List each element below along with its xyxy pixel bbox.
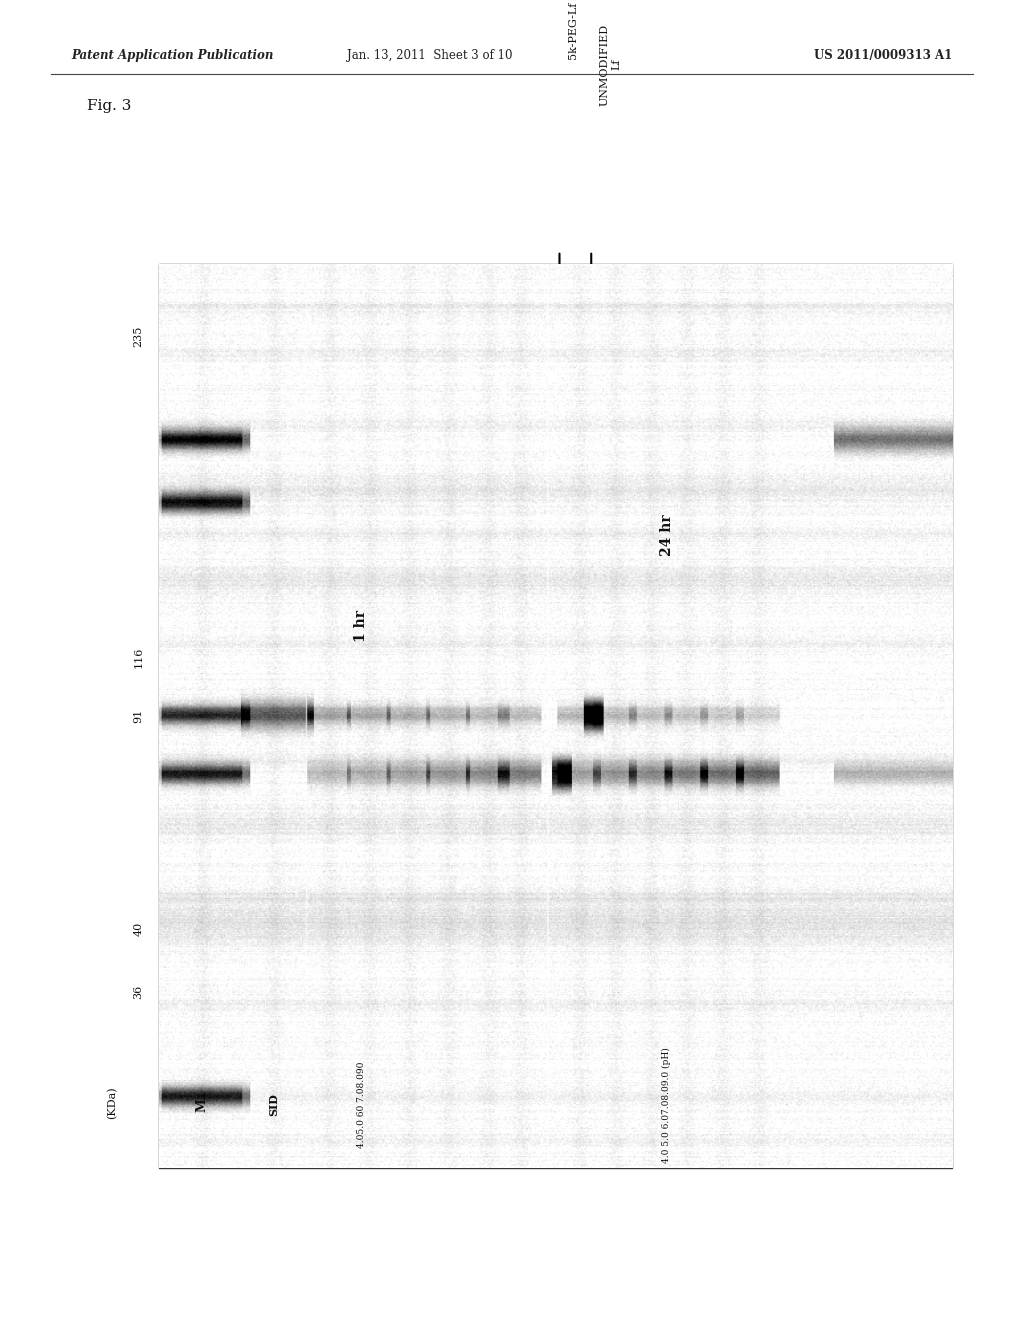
Text: SID: SID [268, 1093, 280, 1117]
Text: M: M [196, 1098, 209, 1111]
Text: UNMODIFIED
Lf: UNMODIFIED Lf [599, 24, 621, 106]
Text: 1 hr: 1 hr [354, 610, 368, 642]
Text: Fig. 3: Fig. 3 [87, 99, 131, 112]
Text: 40: 40 [133, 921, 143, 936]
Text: Jan. 13, 2011  Sheet 3 of 10: Jan. 13, 2011 Sheet 3 of 10 [347, 49, 513, 62]
Text: 36: 36 [133, 985, 143, 999]
Text: 24 hr: 24 hr [659, 515, 674, 556]
Text: (KDa): (KDa) [108, 1086, 118, 1118]
Text: 4.05.0 60 7.08.090: 4.05.0 60 7.08.090 [356, 1061, 366, 1148]
Text: 235: 235 [133, 326, 143, 347]
Text: 116: 116 [133, 647, 143, 668]
Text: US 2011/0009313 A1: US 2011/0009313 A1 [814, 49, 952, 62]
Text: 5k-PEG-Lf: 5k-PEG-Lf [567, 3, 578, 59]
Text: Patent Application Publication: Patent Application Publication [72, 49, 274, 62]
Text: 91: 91 [133, 709, 143, 723]
Bar [159, 264, 952, 1168]
Text: 4.0 5.0 6.07.08.09.0 (pH): 4.0 5.0 6.07.08.09.0 (pH) [663, 1047, 671, 1163]
